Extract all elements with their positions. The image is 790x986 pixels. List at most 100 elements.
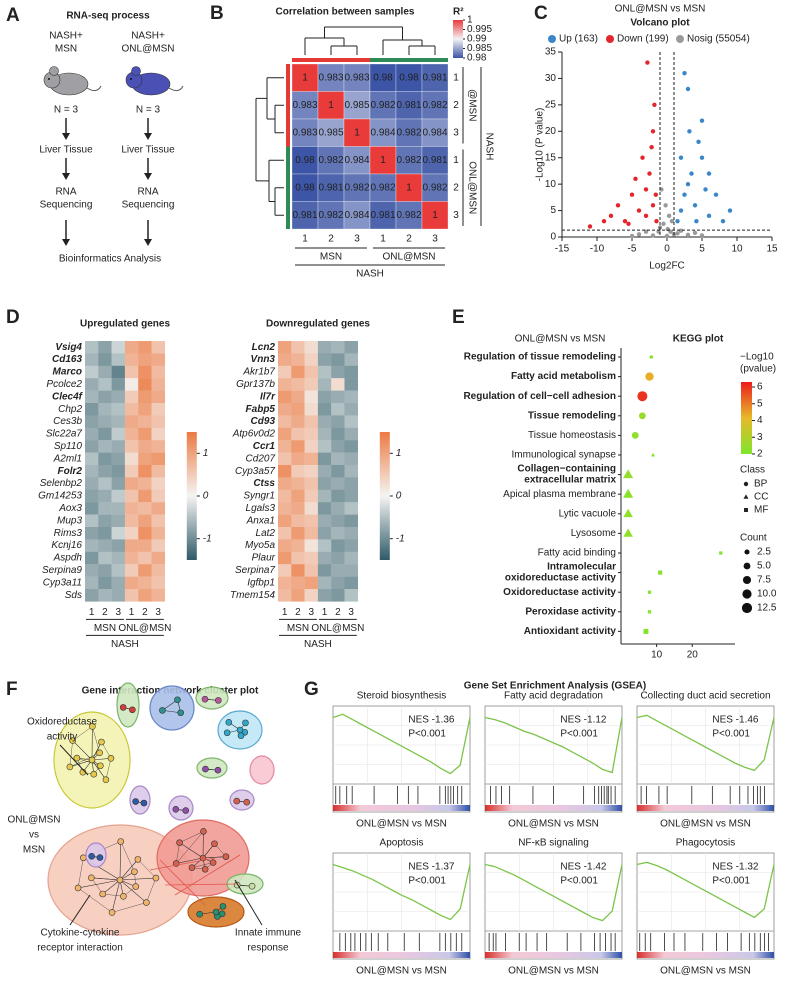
heatmap-cell — [343, 173, 371, 202]
heatmap-cell — [317, 403, 332, 416]
gene-label: A2ml1 — [53, 453, 82, 464]
mouse-tail — [86, 85, 102, 92]
heatmap-cell — [331, 378, 345, 391]
heatmap-cell — [331, 502, 345, 515]
heatmap-cell — [331, 452, 345, 466]
term-label: Collagen−containing — [517, 464, 616, 475]
gene-label: Gm14253 — [38, 491, 82, 502]
cluster-blob — [168, 795, 194, 821]
heatmap-cell — [421, 201, 449, 230]
network-node — [88, 852, 95, 860]
gene-label: Kcnj16 — [51, 540, 82, 551]
network-node — [132, 883, 140, 890]
network-edge — [174, 854, 241, 896]
heatmap-cell — [85, 576, 99, 590]
group-label: NASH+ — [131, 31, 165, 42]
heatmap-cell — [85, 378, 99, 391]
data-point — [706, 171, 712, 176]
heatmap-cell — [151, 465, 165, 478]
cell-value: 0.985 — [318, 127, 343, 138]
rank-bar — [637, 805, 774, 811]
heatmap-cell — [344, 465, 358, 478]
dot — [647, 590, 652, 594]
heatmap-cell — [278, 415, 292, 428]
heatmap-cell — [111, 465, 126, 478]
y-tick-label: 15 — [545, 152, 557, 163]
heatmap-cell — [85, 502, 99, 515]
colorbar-label: 0.985 — [467, 43, 492, 54]
heatmap-cell — [331, 440, 345, 453]
term-label: Lytic vacuole — [559, 508, 617, 519]
heatmap-cell — [395, 201, 423, 230]
heatmap-cell — [111, 551, 126, 565]
legend-marker — [744, 549, 750, 555]
data-point — [643, 213, 649, 219]
rank-bar — [637, 952, 774, 958]
heatmap-cell — [331, 589, 345, 602]
network-node — [96, 854, 104, 861]
data-point — [626, 221, 631, 226]
heatmap-cell — [138, 514, 152, 528]
x-tick-label: 3 — [115, 607, 121, 618]
network-node — [119, 704, 127, 711]
heatmap-cell — [151, 564, 165, 577]
heatmap-cell — [98, 353, 112, 366]
colorbar-label: 0 — [203, 491, 209, 502]
x-tick-label: 3 — [155, 607, 161, 618]
heatmap-cell — [151, 551, 165, 565]
plot-title: Fatty acid degradation — [504, 691, 603, 702]
network-edge — [149, 857, 216, 871]
heatmap-cell — [278, 378, 292, 391]
group-label: ONL@MSN — [383, 252, 436, 263]
pointer — [69, 894, 91, 926]
cell-value: 0.984 — [344, 210, 369, 221]
network-node — [211, 840, 218, 848]
cell-value: 0.983 — [292, 127, 317, 138]
heatmap-cell — [304, 427, 319, 441]
heatmap-cell — [343, 118, 371, 147]
cell-value: 0.981 — [396, 100, 421, 111]
heatmap-cell — [138, 341, 152, 354]
heatmap-cell — [85, 465, 99, 478]
data-point — [720, 218, 726, 224]
cell-value: 0.983 — [318, 72, 343, 83]
network-node — [233, 797, 241, 805]
data-point — [675, 218, 680, 224]
annotation: ONL@MSN — [8, 815, 61, 826]
dot — [623, 488, 634, 498]
annotation: response — [247, 943, 289, 954]
data-point — [713, 192, 719, 197]
heatmap-cell — [331, 527, 345, 540]
heatmap-cell — [317, 390, 332, 404]
gene-label: Pcolce2 — [46, 379, 82, 390]
group-bar — [286, 64, 290, 147]
term-label: oxidoreductase activity — [505, 573, 617, 584]
heatmap-cell — [317, 365, 332, 379]
heatmap-cell — [421, 118, 449, 147]
term-label: Intramolecular — [547, 562, 616, 573]
data-point — [608, 213, 614, 219]
enrichment-curve — [484, 716, 623, 774]
step-label: Liver Tissue — [121, 145, 175, 156]
cluster-blob — [129, 785, 151, 815]
heatmap-title: Upregulated genes — [80, 319, 170, 330]
heatmap-cell — [151, 415, 165, 428]
heatmap-cell — [151, 539, 165, 552]
heatmap-cell — [151, 403, 165, 416]
term-label: extracellular matrix — [524, 475, 616, 486]
colorbar-label: 0.99 — [467, 34, 487, 45]
y-tick-label: 20 — [545, 126, 557, 137]
sample-size: N = 3 — [136, 105, 161, 116]
heatmap-cell — [111, 440, 126, 453]
chart-title: KEGG plot — [673, 334, 724, 345]
data-point — [666, 213, 672, 219]
data-point — [696, 139, 701, 145]
heatmap-cell — [151, 477, 165, 490]
network-edge — [91, 741, 102, 761]
heatmap-cell — [138, 564, 152, 577]
heatmap-cell — [331, 539, 345, 552]
heatmap-cell — [344, 365, 358, 379]
cell-value: 1 — [406, 182, 412, 193]
heatmap-cell — [151, 365, 165, 379]
